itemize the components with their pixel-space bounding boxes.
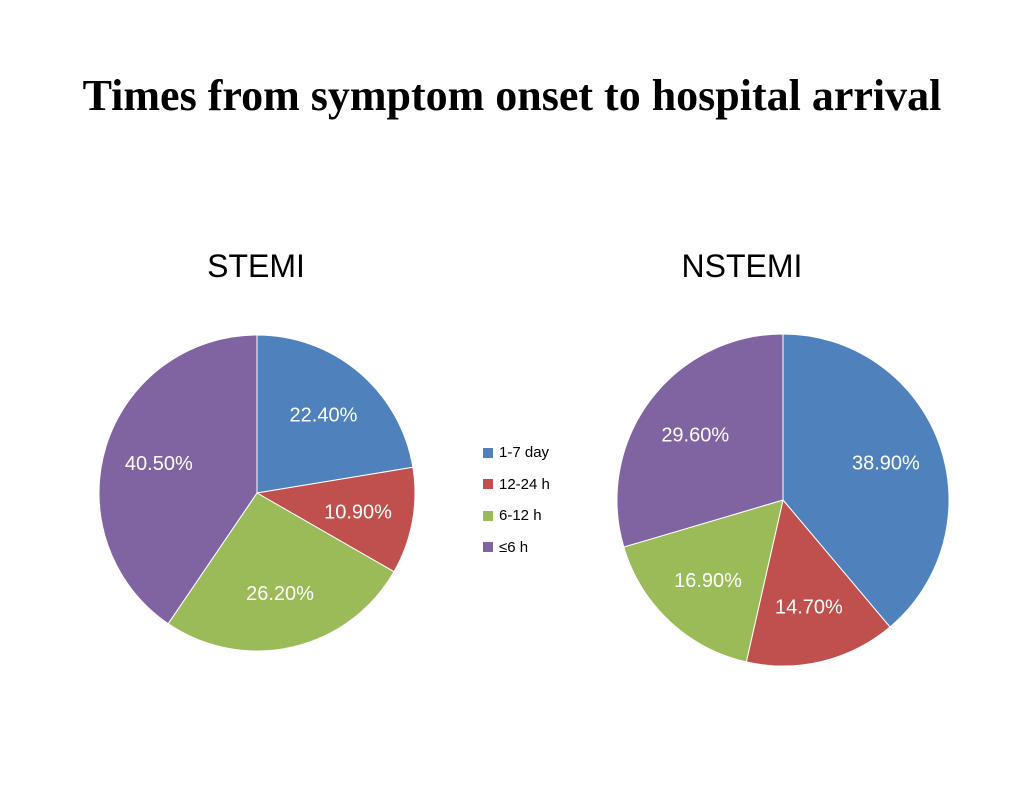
nstemi-slice-12-24-h	[745, 498, 891, 667]
legend-label: 1-7 day	[499, 444, 550, 462]
legend-label: ≤6 h	[499, 538, 529, 556]
nstemi-slice-label: 38.90%	[852, 452, 920, 474]
legend-item-12-24-h: 12-24 h	[483, 469, 550, 501]
stemi-slice-label: 10.90%	[324, 501, 392, 523]
nstemi-pie: 38.90% 14.70% 16.90% 29.60%	[616, 333, 950, 667]
page-title: Times from symptom onset to hospital arr…	[82, 71, 942, 120]
legend-swatch	[483, 479, 493, 490]
nstemi-chart-title: NSTEMI	[681, 248, 803, 284]
nstemi-slice-label: 16.90%	[674, 570, 742, 592]
legend-label: 6-12 h	[499, 507, 542, 525]
legend-swatch	[483, 447, 493, 458]
stemi-pie: 22.40% 10.90% 26.20% 40.50%	[98, 334, 416, 652]
legend-item-6-12-h: 6-12 h	[483, 500, 550, 532]
stemi-slice-6-12-h	[167, 492, 395, 652]
stemi-slice--6-h	[98, 334, 258, 625]
legend-item-1-7-day: 1-7 day	[483, 437, 550, 469]
stemi-chart-title: STEMI	[207, 248, 305, 284]
legend-label: 12-24 h	[499, 475, 550, 493]
legend: 1-7 day 12-24 h 6-12 h ≤6 h	[483, 437, 550, 563]
stemi-slice-12-24-h	[255, 466, 416, 573]
legend-item-le6-h: ≤6 h	[483, 532, 550, 564]
nstemi-slice-6-12-h	[623, 499, 784, 663]
legend-swatch	[483, 510, 493, 521]
stemi-slice-label: 22.40%	[290, 405, 358, 427]
nstemi-slice-label: 14.70%	[775, 596, 843, 618]
stemi-slice-label: 40.50%	[125, 453, 193, 475]
nstemi-slice--6-h	[616, 333, 784, 548]
nstemi-slice-label: 29.60%	[661, 424, 729, 446]
nstemi-slice-1-7-day	[782, 333, 950, 628]
stemi-slice-1-7-day	[256, 334, 414, 494]
legend-swatch	[483, 542, 493, 553]
stemi-slice-label: 26.20%	[246, 583, 314, 605]
